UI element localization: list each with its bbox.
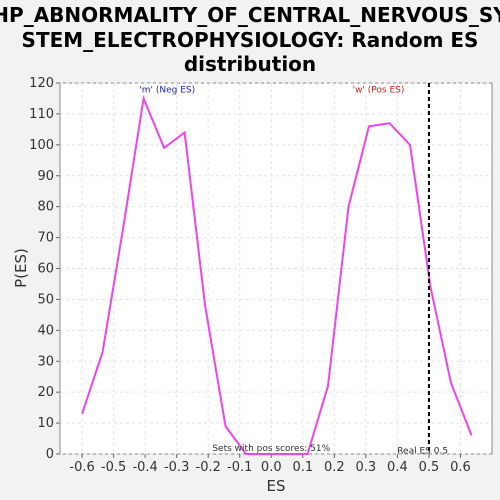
y-tick-label: 40	[37, 323, 54, 338]
x-tick-label: 0.0	[261, 460, 282, 475]
y-tick-label: 30	[37, 354, 54, 369]
x-tick-label: 0.2	[324, 460, 345, 475]
x-axis-label: ES	[267, 477, 286, 495]
annotation-label: 'w' (Pos ES)	[353, 85, 405, 95]
y-tick-label: 80	[37, 200, 54, 215]
y-tick-label: 10	[37, 416, 54, 431]
y-tick-label: 60	[37, 262, 54, 277]
x-tick-label: 0.5	[419, 460, 440, 475]
x-tick-label: -0.3	[164, 460, 189, 475]
annotation-label: Real ES 0.5	[397, 446, 448, 456]
y-tick-label: 0	[46, 447, 54, 462]
y-axis-label: P(ES)	[12, 248, 30, 288]
annotation-label: 'm' (Neg ES)	[139, 85, 195, 95]
y-tick-label: 20	[37, 385, 54, 400]
y-tick-label: 70	[37, 231, 54, 246]
y-tick-label: 90	[37, 169, 54, 184]
x-tick-label: 0.1	[292, 460, 313, 475]
x-tick-label: 0.6	[450, 460, 471, 475]
y-tick-label: 110	[29, 107, 54, 122]
y-tick-label: 100	[29, 138, 54, 153]
x-tick-label: -0.1	[227, 460, 252, 475]
annotation-label: Sets with pos scores: 51%	[212, 444, 330, 454]
chart-title-line-2: STEM_ELECTROPHYSIOLOGY: Random ES	[22, 28, 479, 52]
x-tick-label: 0.3	[356, 460, 377, 475]
x-tick-label: -0.2	[196, 460, 221, 475]
y-tick-label: 50	[37, 292, 54, 307]
x-tick-label: -0.6	[69, 460, 94, 475]
y-tick-label: 120	[29, 76, 54, 91]
x-tick-label: 0.4	[387, 460, 408, 475]
x-tick-label: -0.5	[101, 460, 126, 475]
chart-title-line-3: distribution	[184, 52, 316, 76]
x-tick-label: -0.4	[132, 460, 157, 475]
chart-title-line-1: HP_ABNORMALITY_OF_CENTRAL_NERVOUS_SY	[0, 3, 500, 27]
